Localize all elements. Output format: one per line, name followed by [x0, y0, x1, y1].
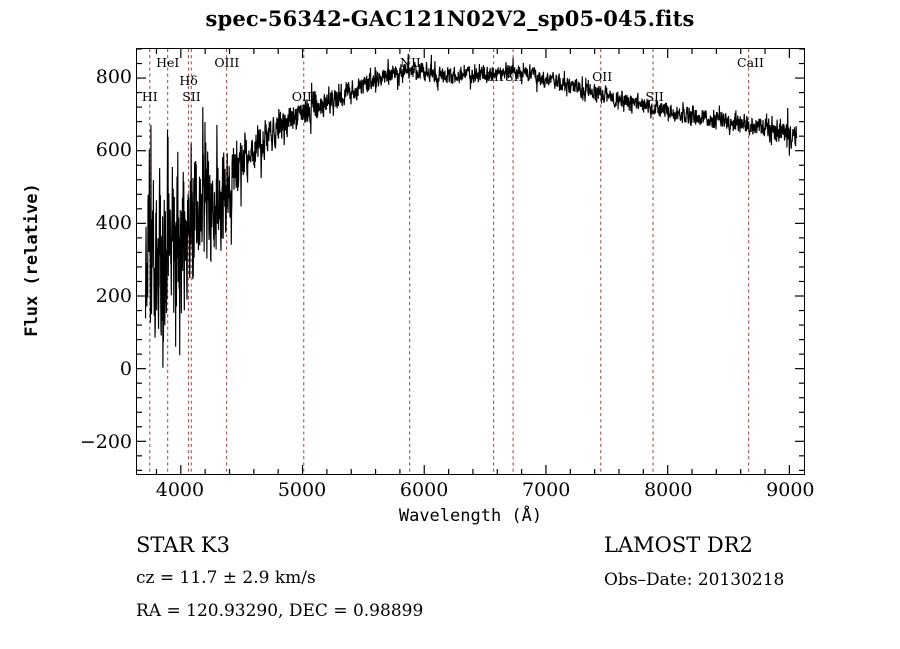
- x-axis-tick-label: 5000: [277, 479, 327, 501]
- y-axis-tick-label: 800: [95, 66, 132, 89]
- y-axis-tick-label: −200: [79, 431, 132, 454]
- x-axis-title: Wavelength (Å): [398, 506, 543, 526]
- page-title: spec-56342-GAC121N02V2_sp05-045.fits: [205, 6, 695, 31]
- object-type-label: STAR K3: [136, 533, 230, 557]
- x-axis-tick-label: 7000: [522, 479, 571, 501]
- y-axis-tick-label: 400: [95, 212, 132, 235]
- x-axis-tick-labels: 4000 5000 6000 7000 8000 9000: [136, 479, 815, 509]
- plot-area: HI HeI Hδ SII OIII OIII NII SII SII OII SII CaII: [136, 48, 805, 475]
- spectrum-plot: [137, 49, 804, 474]
- y-axis-tick-label: 200: [95, 285, 132, 308]
- x-axis-tick-label: 9000: [766, 479, 815, 501]
- redshift-velocity-label: cz = 11.7 ± 2.9 km/s: [136, 568, 316, 588]
- x-axis-tick-label: 4000: [155, 479, 205, 501]
- x-axis-tick-label: 8000: [644, 479, 693, 501]
- coordinates-label: RA = 120.93290, DEC = 0.98899: [136, 601, 424, 621]
- y-axis-tick-label: 600: [95, 139, 132, 162]
- y-axis-tick-labels: −200 0 200 400 600 800: [36, 48, 132, 475]
- observation-date-label: Obs–Date: 20130218: [604, 570, 785, 590]
- survey-label: LAMOST DR2: [604, 533, 753, 557]
- y-axis-tick-label: 0: [119, 358, 132, 381]
- x-axis-tick-label: 6000: [399, 479, 449, 501]
